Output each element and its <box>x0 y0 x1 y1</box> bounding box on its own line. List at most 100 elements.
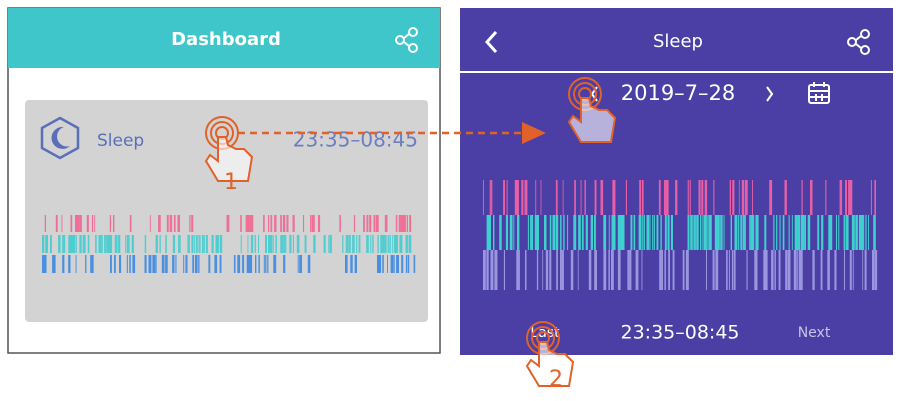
stripe <box>723 215 725 250</box>
stripe <box>556 250 558 290</box>
stripe <box>672 250 675 290</box>
stripe <box>712 250 715 290</box>
stripe <box>255 255 257 273</box>
stripe <box>399 235 403 253</box>
stripe <box>149 215 151 232</box>
stripe <box>405 255 408 273</box>
header-title: Sleep <box>653 31 703 52</box>
stripe <box>750 215 753 250</box>
calendar-button[interactable] <box>808 82 830 104</box>
stripe <box>483 250 486 290</box>
stripe <box>91 215 94 232</box>
stripe <box>649 215 651 250</box>
stripe <box>855 215 858 250</box>
time-range: 23:35–08:45 <box>620 322 739 344</box>
stripe <box>310 215 312 232</box>
stripe <box>791 215 793 250</box>
stripe <box>169 215 173 232</box>
stripe <box>612 180 616 215</box>
stripe <box>405 235 408 253</box>
stripe <box>763 250 766 290</box>
stripe <box>240 235 242 253</box>
stripe <box>774 250 776 290</box>
stripe <box>358 235 361 253</box>
stripe <box>845 215 849 250</box>
stripe <box>307 255 311 273</box>
stripe <box>356 235 358 253</box>
stripe <box>535 180 537 215</box>
stripe <box>110 255 112 273</box>
stripe <box>704 215 707 250</box>
left-header <box>8 8 440 68</box>
stripe <box>366 215 369 232</box>
stripe <box>118 235 120 253</box>
stripe <box>52 255 55 273</box>
next-day-button[interactable] <box>766 86 774 102</box>
stripe <box>524 180 528 215</box>
stripe <box>670 215 673 250</box>
stripe <box>402 255 404 273</box>
stripe <box>129 215 132 232</box>
sleep-card[interactable] <box>25 100 428 322</box>
stripe <box>690 215 693 250</box>
stripe <box>527 215 529 250</box>
share-button[interactable] <box>395 27 418 53</box>
back-button[interactable] <box>484 30 498 54</box>
stripe <box>263 215 265 232</box>
stripe <box>545 250 549 290</box>
stripe <box>715 250 719 290</box>
stripe <box>717 215 720 250</box>
stripe <box>764 215 767 250</box>
stripe <box>61 215 63 232</box>
stripe <box>769 180 773 215</box>
stripe <box>755 250 758 290</box>
stripe <box>486 250 489 290</box>
stripe <box>390 255 394 273</box>
stripe <box>757 215 759 250</box>
next-button[interactable]: Next <box>798 325 831 341</box>
stripe <box>603 215 607 250</box>
stripe <box>363 215 365 232</box>
stripe <box>387 235 389 253</box>
stripe <box>216 235 219 253</box>
stripe <box>214 255 218 273</box>
stripe <box>487 215 491 250</box>
stripe <box>574 215 577 250</box>
share-button[interactable] <box>847 29 870 55</box>
stripe <box>810 180 813 215</box>
stripe <box>126 255 128 273</box>
stripe <box>852 250 854 290</box>
stripe <box>849 180 853 215</box>
stripe <box>793 250 797 290</box>
stripe <box>211 235 214 253</box>
stripe <box>653 215 655 250</box>
stripe <box>268 235 271 253</box>
stripe <box>172 235 176 253</box>
stripe <box>43 255 47 273</box>
stripe <box>258 255 260 273</box>
stripe <box>265 255 267 273</box>
stripe <box>247 215 250 232</box>
stripe <box>627 250 630 290</box>
stripe <box>282 235 284 253</box>
stripe <box>144 235 147 253</box>
stripe <box>79 235 82 253</box>
stripe <box>612 215 616 250</box>
stripe <box>45 235 47 253</box>
stripe <box>119 255 122 273</box>
stripe <box>247 235 249 253</box>
hand <box>525 341 575 387</box>
stripe <box>817 215 820 250</box>
stripe <box>165 235 167 253</box>
stripe <box>514 180 518 215</box>
stripe <box>82 235 86 253</box>
stripe <box>355 255 357 273</box>
stripe <box>633 215 636 250</box>
stripe <box>536 250 539 290</box>
stripe <box>71 235 75 253</box>
stripe <box>46 235 48 253</box>
stripe <box>384 215 388 232</box>
stripe <box>191 235 194 253</box>
stripe <box>73 235 76 253</box>
stripe <box>594 250 597 290</box>
